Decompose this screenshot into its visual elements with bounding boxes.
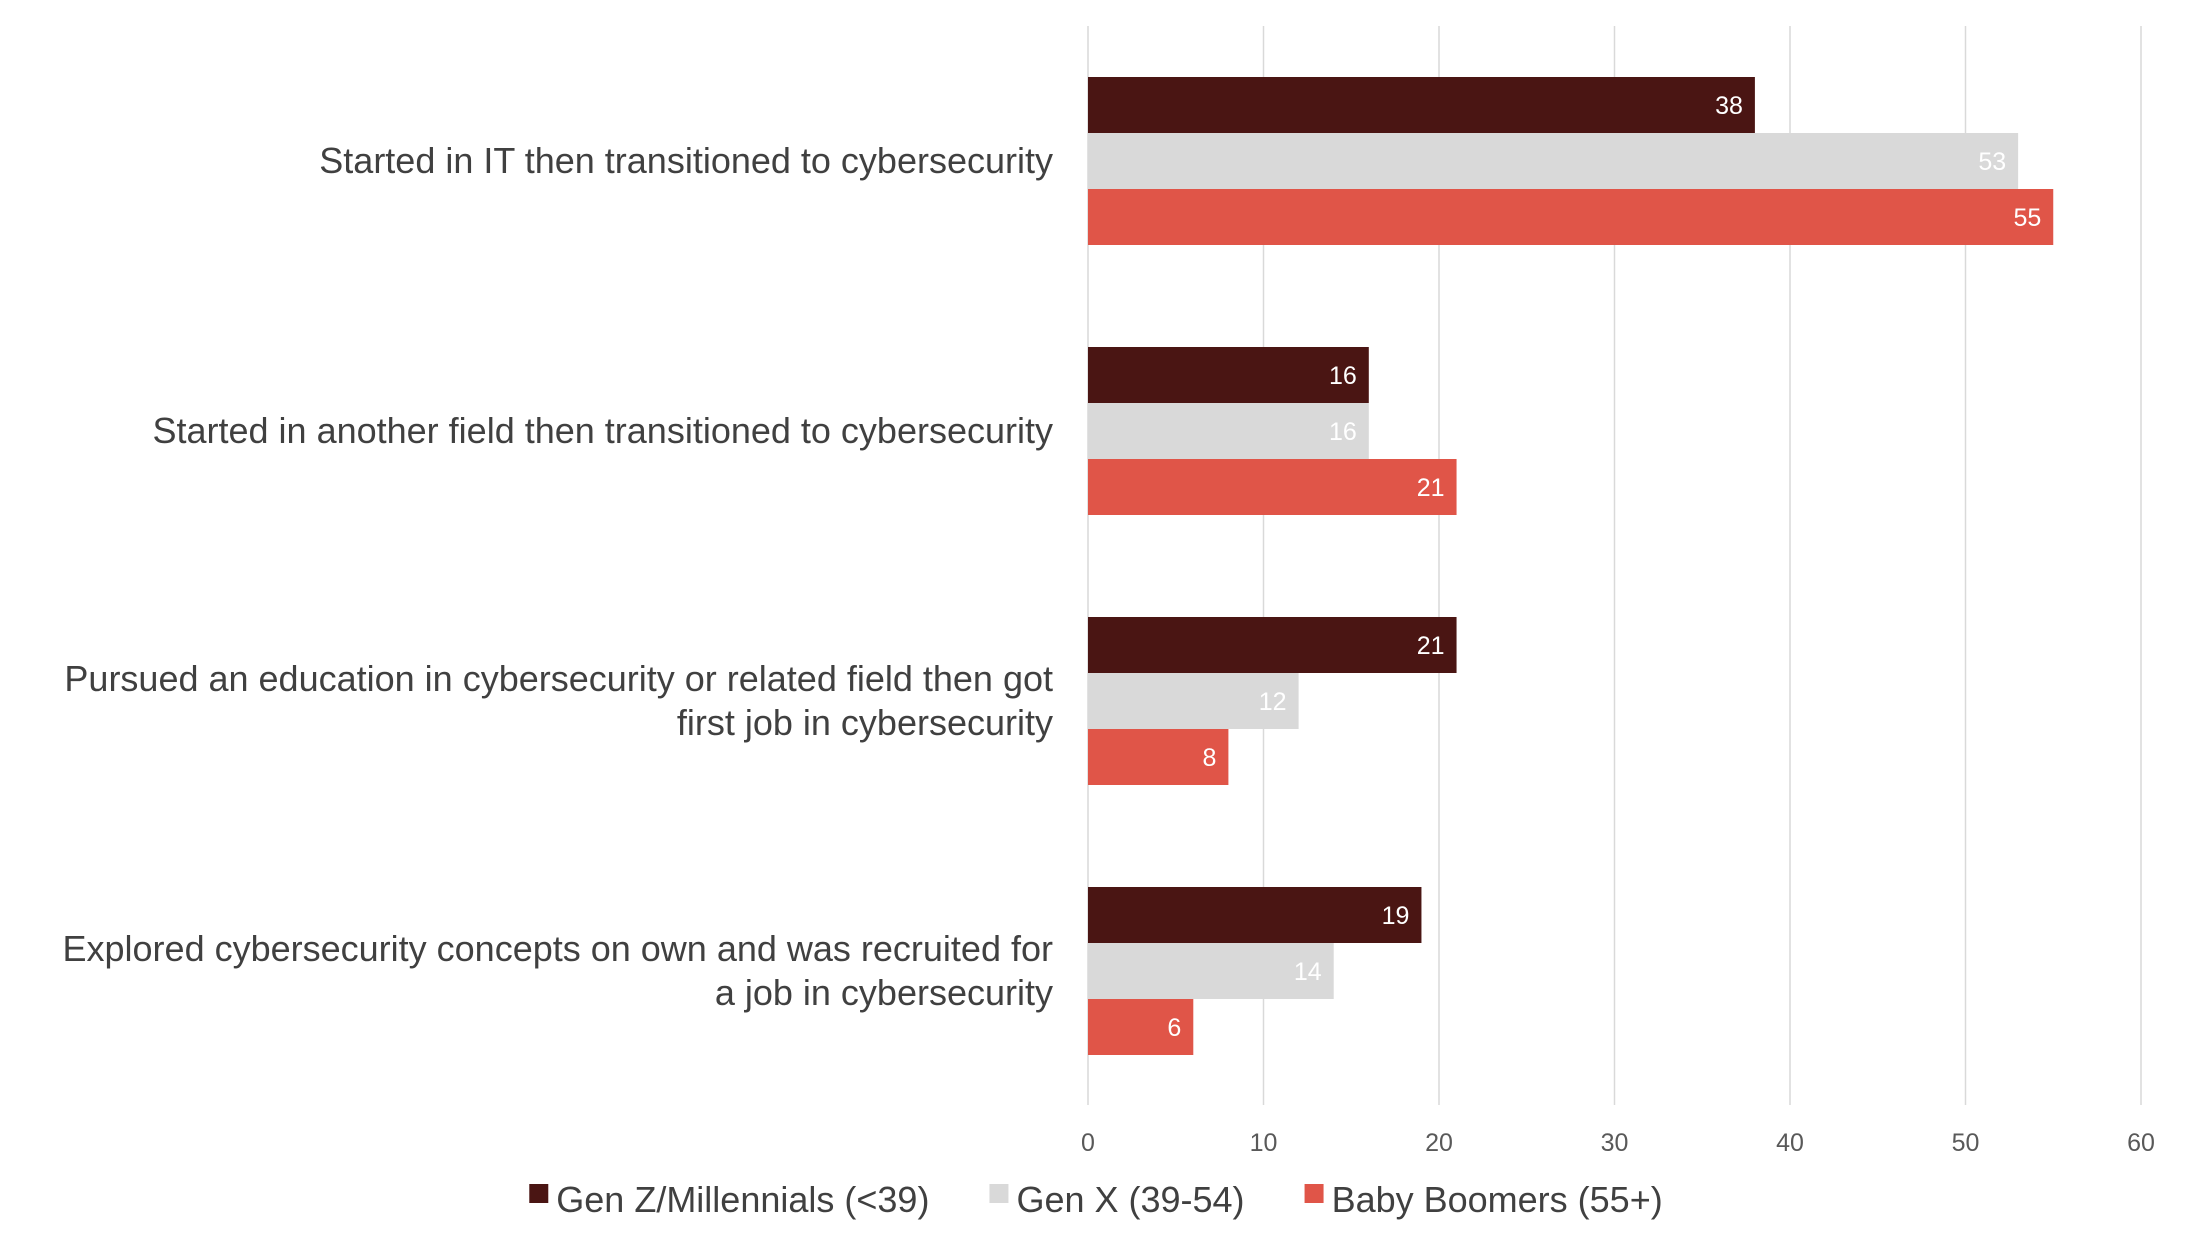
bar <box>1088 729 1229 785</box>
legend-item: Gen X (39-54) <box>989 1179 1245 1220</box>
bar <box>1088 943 1334 999</box>
legend-label: Gen Z/Millennials (<39) <box>556 1179 929 1220</box>
bar-value-label: 12 <box>1259 688 1287 716</box>
bar <box>1088 347 1369 403</box>
category-label-line: Explored cybersecurity concepts on own a… <box>63 928 1054 969</box>
legend: Gen Z/Millennials (<39) Gen X (39-54) Baby… <box>529 1179 1663 1220</box>
bar-value-label: 14 <box>1294 958 1322 986</box>
bar <box>1088 189 2054 245</box>
legend-swatch <box>529 1184 549 1203</box>
bar <box>1088 673 1299 729</box>
bar-value-label: 19 <box>1382 902 1410 930</box>
bar <box>1088 887 1422 943</box>
category-label: Explored cybersecurity concepts on own a… <box>63 928 1054 1013</box>
category-label: Started in IT then transitioned to cyber… <box>319 140 1053 181</box>
bar <box>1088 999 1194 1055</box>
bar <box>1088 133 2019 189</box>
category-label-line: Started in IT then transitioned to cyber… <box>319 140 1053 181</box>
category-label-line: first job in cybersecurity <box>677 702 1053 743</box>
category-labels: Started in IT then transitioned to cyber… <box>63 140 1054 1013</box>
x-tick-label: 50 <box>1952 1129 1980 1157</box>
bar-value-label: 38 <box>1715 92 1743 120</box>
x-tick-label: 40 <box>1776 1129 1804 1157</box>
bar-value-label: 16 <box>1329 418 1357 446</box>
x-tick-label: 60 <box>2127 1129 2155 1157</box>
x-tick-label: 0 <box>1081 1129 1095 1157</box>
category-label-line: Started in another field then transition… <box>152 410 1053 451</box>
bar <box>1088 403 1369 459</box>
bar-value-label: 53 <box>1978 148 2006 176</box>
legend-swatch <box>989 1184 1009 1203</box>
x-tick-label: 10 <box>1250 1129 1278 1157</box>
bar-value-label: 8 <box>1202 744 1216 772</box>
legend-item: Baby Boomers (55+) <box>1304 1179 1663 1220</box>
bar-value-label: 55 <box>2013 204 2041 232</box>
category-label: Started in another field then transition… <box>152 410 1053 451</box>
bar <box>1088 77 1755 133</box>
legend-swatch <box>1304 1184 1324 1203</box>
bar-value-label: 21 <box>1417 474 1445 502</box>
x-tick-label: 30 <box>1601 1129 1629 1157</box>
category-label-line: Pursued an education in cybersecurity or… <box>64 658 1053 699</box>
legend-label: Baby Boomers (55+) <box>1332 1179 1663 1220</box>
bar-value-label: 6 <box>1167 1014 1181 1042</box>
bar-value-label: 21 <box>1417 632 1445 660</box>
x-tick-label: 20 <box>1425 1129 1453 1157</box>
category-label-line: a job in cybersecurity <box>715 972 1053 1013</box>
x-axis-ticks: 0 10 20 30 40 50 60 <box>1081 1129 2155 1157</box>
bar <box>1088 617 1457 673</box>
legend-label: Gen X (39-54) <box>1016 1179 1244 1220</box>
bar-value-label: 16 <box>1329 362 1357 390</box>
category-label: Pursued an education in cybersecurity or… <box>64 658 1053 743</box>
bar <box>1088 459 1457 515</box>
legend-item: Gen Z/Millennials (<39) <box>529 1179 929 1220</box>
